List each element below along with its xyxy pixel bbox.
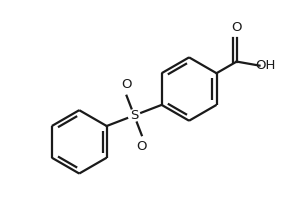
Text: O: O bbox=[121, 78, 132, 91]
Text: S: S bbox=[130, 109, 138, 122]
Text: O: O bbox=[231, 21, 242, 34]
Text: O: O bbox=[136, 140, 147, 153]
Text: OH: OH bbox=[256, 59, 276, 72]
Circle shape bbox=[128, 110, 140, 121]
